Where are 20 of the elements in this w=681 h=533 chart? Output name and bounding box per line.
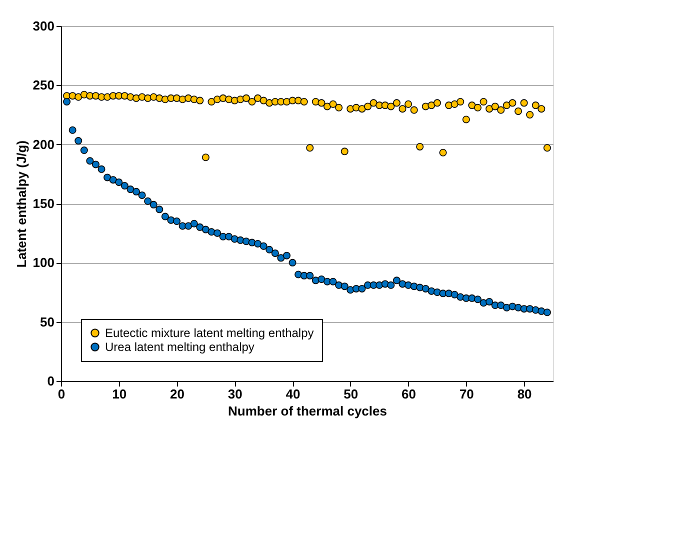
x-tick-label: 20 [170,386,184,402]
y-tick-label: 200 [32,136,54,152]
x-tick-label: 80 [517,386,532,402]
x-tick-label: 0 [58,386,66,402]
legend-label: Urea latent melting enthalpy [105,340,254,354]
y-tick-label: 150 [32,196,54,211]
y-tick-label: 0 [47,374,54,388]
y-tick-label: 50 [40,314,54,330]
y-tick-label: 100 [32,255,54,270]
x-tick-label: 40 [286,386,300,402]
y-tick-label: 300 [32,18,54,34]
x-tick-label: 50 [344,386,358,402]
y-axis-title: Latent enthalpy (J/g) [14,140,29,268]
x-tick-label: 30 [228,386,242,402]
x-tick-label: 10 [112,386,127,402]
x-tick-label: 60 [402,386,416,402]
y-tick-label: 250 [32,78,54,93]
legend-label: Eutectic mixture latent melting enthalpy [105,326,314,340]
x-axis-title: Number of thermal cycles [228,404,387,418]
x-tick-label: 70 [459,386,474,402]
